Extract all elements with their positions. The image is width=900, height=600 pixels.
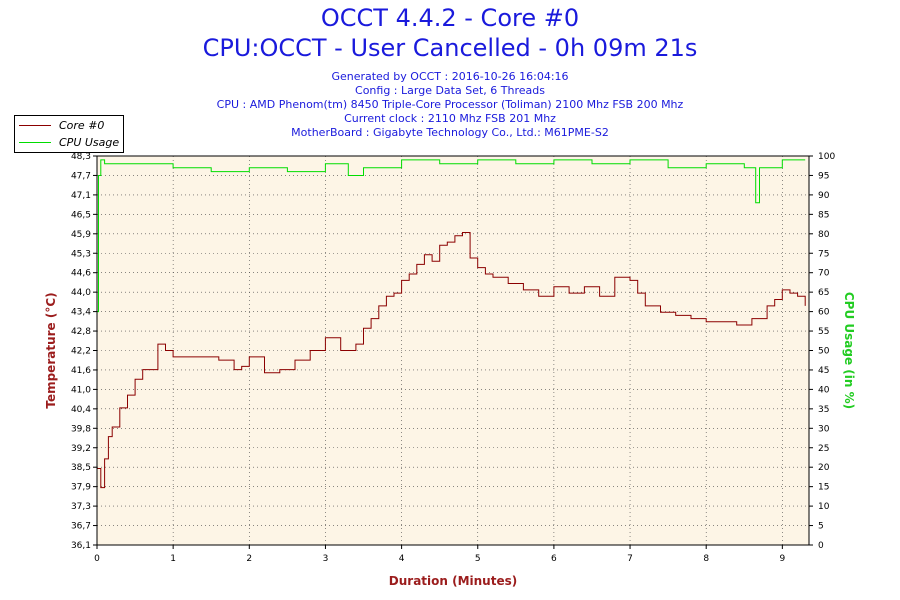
y-tick-label-left: 45,9 xyxy=(71,230,91,240)
y-tick-label-right: 35 xyxy=(818,405,829,415)
y-tick-label-right: 25 xyxy=(818,444,829,454)
legend-swatch-cpu-usage xyxy=(19,141,51,143)
series-line-cpu-usage xyxy=(97,159,806,313)
y-tick-label-right: 100 xyxy=(818,152,835,162)
x-tick-label: 8 xyxy=(703,554,709,564)
legend: Core #0 CPU Usage xyxy=(14,115,124,153)
y-tick-label-right: 65 xyxy=(818,288,829,298)
y-tick-label-left: 40,4 xyxy=(71,405,91,415)
y-tick-label-right: 15 xyxy=(818,483,829,493)
y-axis-label-left: Temperature (°C) xyxy=(44,292,58,408)
x-axis-label: Duration (Minutes) xyxy=(389,574,517,588)
y-tick-label-left: 38,5 xyxy=(71,463,91,473)
legend-item-core0: Core #0 xyxy=(19,118,104,132)
y-tick-label-right: 70 xyxy=(818,269,830,279)
y-tick-label-left: 47,1 xyxy=(71,191,91,201)
legend-item-cpu-usage: CPU Usage xyxy=(19,135,119,149)
y-tick-label-left: 42,8 xyxy=(71,327,91,337)
x-tick-label: 6 xyxy=(551,554,557,564)
x-tick-label: 1 xyxy=(170,554,176,564)
y-tick-label-left: 39,2 xyxy=(71,444,91,454)
y-tick-label-right: 50 xyxy=(818,347,830,357)
x-tick-label: 0 xyxy=(94,554,100,564)
y-tick-label-left: 36,7 xyxy=(71,522,91,532)
chart-subtitle: CPU:OCCT - User Cancelled - 0h 09m 21s xyxy=(202,34,698,62)
y-tick-label-right: 85 xyxy=(818,210,829,220)
y-tick-label-left: 41,0 xyxy=(71,385,91,395)
y-tick-label-right: 60 xyxy=(818,308,830,318)
y-tick-label-right: 90 xyxy=(818,191,830,201)
y-tick-label-right: 95 xyxy=(818,171,829,181)
plot-frame xyxy=(96,155,810,546)
y-tick-label-left: 44,6 xyxy=(71,269,91,279)
y-tick-label-right: 45 xyxy=(818,366,829,376)
legend-swatch-core0 xyxy=(19,124,51,126)
y-tick-label-left: 37,3 xyxy=(71,502,91,512)
y-tick-label-right: 0 xyxy=(818,541,824,551)
x-tick-label: 2 xyxy=(246,554,252,564)
info-motherboard: MotherBoard : Gigabyte Technology Co., L… xyxy=(291,126,609,139)
x-tick-label: 4 xyxy=(399,554,405,564)
chart-title: OCCT 4.4.2 - Core #0 xyxy=(320,4,580,32)
y-tick-label-left: 42,2 xyxy=(71,347,91,357)
y-tick-label-left: 36,1 xyxy=(71,541,91,551)
y-tick-label-right: 80 xyxy=(818,230,830,240)
y-tick-label-left: 39,8 xyxy=(71,424,91,434)
y-tick-label-right: 20 xyxy=(818,463,830,473)
y-tick-label-right: 30 xyxy=(818,424,830,434)
y-tick-label-right: 5 xyxy=(818,522,824,532)
x-tick-label: 9 xyxy=(779,554,785,564)
x-tick-label: 3 xyxy=(323,554,329,564)
info-generated: Generated by OCCT : 2016-10-26 16:04:16 xyxy=(331,70,569,83)
y-tick-label-left: 45,3 xyxy=(71,249,91,259)
x-tick-label: 7 xyxy=(627,554,633,564)
info-clock: Current clock : 2110 Mhz FSB 201 Mhz xyxy=(344,112,556,125)
y-tick-label-left: 43,4 xyxy=(71,308,91,318)
info-cpu: CPU : AMD Phenom(tm) 8450 Triple-Core Pr… xyxy=(216,98,684,111)
series-line-core0 xyxy=(97,232,806,489)
y-tick-label-left: 46,5 xyxy=(71,210,91,220)
y-tick-label-left: 48,3 xyxy=(71,152,91,162)
y-tick-label-right: 10 xyxy=(818,502,830,512)
info-config: Config : Large Data Set, 6 Threads xyxy=(355,84,545,97)
legend-label-core0: Core #0 xyxy=(59,118,105,132)
y-tick-label-left: 41,6 xyxy=(71,366,91,376)
y-tick-label-left: 47,7 xyxy=(71,171,91,181)
legend-label-cpu-usage: CPU Usage xyxy=(59,135,120,149)
y-tick-label-right: 55 xyxy=(818,327,829,337)
y-tick-label-right: 75 xyxy=(818,249,829,259)
y-tick-label-left: 37,9 xyxy=(71,483,91,493)
y-tick-label-left: 44,0 xyxy=(71,288,91,298)
x-tick-label: 5 xyxy=(475,554,481,564)
y-tick-label-right: 40 xyxy=(818,385,830,395)
y-axis-label-right: CPU Usage (in %) xyxy=(842,292,856,409)
